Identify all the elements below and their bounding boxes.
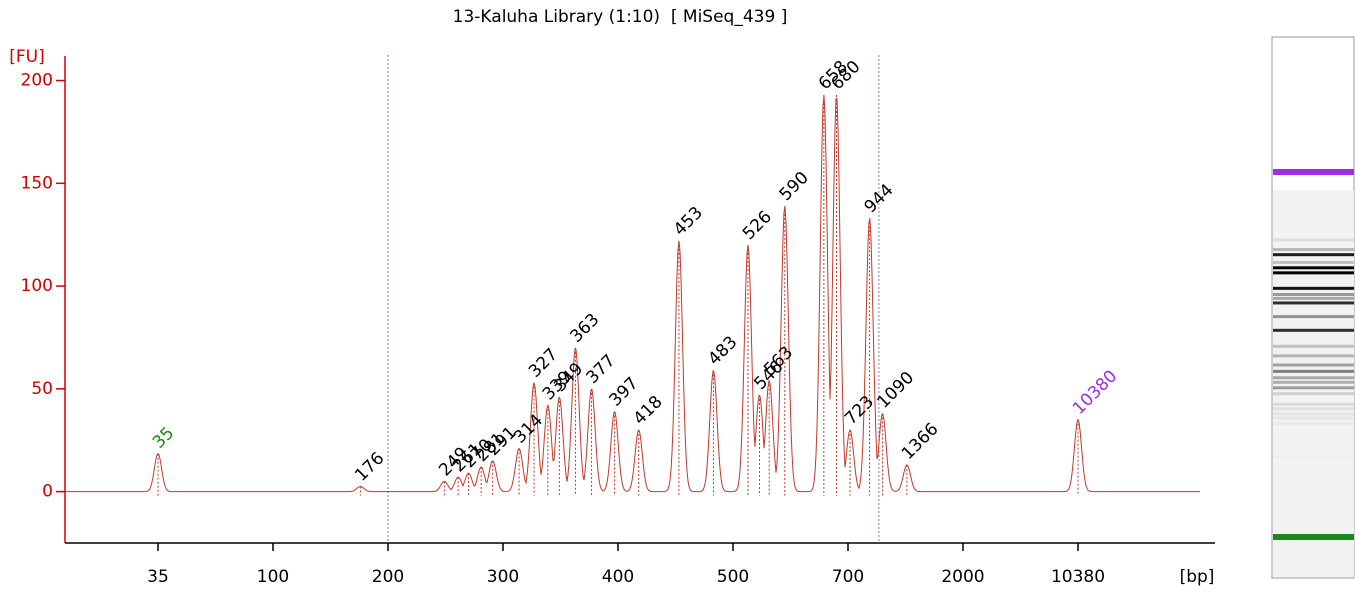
x-tick-label: 200 — [372, 567, 404, 587]
x-tick-label: 300 — [487, 567, 519, 587]
peak-label: 723 — [841, 392, 878, 429]
gel-band — [1273, 386, 1354, 390]
gel-band — [1273, 412, 1354, 416]
peak-label: 418 — [630, 392, 667, 429]
y-tick-label: 100 — [21, 276, 53, 296]
x-tick-label: 2000 — [941, 567, 984, 587]
gel-band — [1273, 376, 1354, 380]
peak-label: 176 — [351, 448, 388, 485]
y-tick-label: 0 — [42, 482, 53, 502]
gel-band — [1273, 286, 1354, 290]
gel-band — [1273, 266, 1354, 270]
trace — [65, 95, 1200, 493]
gel-band — [1273, 380, 1354, 384]
x-tick-label: 100 — [257, 567, 289, 587]
y-tick-label: 200 — [21, 71, 53, 91]
x-tick-label: 35 — [147, 567, 169, 587]
x-tick-label: 700 — [832, 567, 864, 587]
gel-band — [1273, 296, 1354, 300]
x-tick-label: 10380 — [1051, 567, 1105, 587]
peak-label: 35 — [149, 423, 178, 452]
peak-label: 944 — [861, 180, 898, 217]
gel-band — [1273, 238, 1354, 242]
gel-band — [1273, 392, 1354, 396]
peak-label: 397 — [605, 373, 642, 410]
peak-label: 526 — [739, 207, 776, 244]
y-tick-label: 50 — [31, 379, 53, 399]
gel-band — [1273, 369, 1354, 373]
x-axis-label: [bp] — [1180, 567, 1215, 587]
x-tick-label: 500 — [717, 567, 749, 587]
gel-band — [1273, 363, 1354, 367]
gel-band — [1273, 534, 1354, 540]
x-tick-label: 400 — [602, 567, 634, 587]
gel-band — [1273, 253, 1354, 257]
gel-band — [1273, 422, 1354, 425]
gel-band — [1273, 407, 1354, 411]
peak-label: 453 — [670, 203, 707, 240]
gel-band — [1273, 402, 1354, 406]
gel-band — [1273, 455, 1354, 458]
gel-band — [1273, 293, 1354, 297]
gel-band — [1273, 416, 1354, 420]
gel-band — [1273, 328, 1354, 332]
gel-band — [1273, 260, 1354, 264]
gel-band — [1273, 169, 1354, 175]
y-axis-label: [FU] — [9, 47, 45, 67]
gel-band — [1273, 354, 1354, 358]
peak-label: 1366 — [898, 419, 943, 464]
peak-label: 483 — [704, 332, 741, 369]
peak-label: 363 — [566, 310, 603, 347]
y-tick-label: 150 — [21, 173, 53, 193]
gel-band — [1273, 344, 1354, 348]
peak-label: 590 — [776, 168, 813, 205]
gel-band — [1273, 301, 1354, 305]
gel-band — [1273, 315, 1354, 319]
gel-band — [1273, 271, 1354, 275]
peak-label: 377 — [582, 351, 619, 388]
peak-label: 1090 — [873, 368, 918, 413]
chart-title: 13-Kaluha Library (1:10) [ MiSeq_439 ] — [453, 7, 788, 27]
peak-label: 10380 — [1069, 366, 1121, 418]
gel-band — [1273, 248, 1354, 252]
